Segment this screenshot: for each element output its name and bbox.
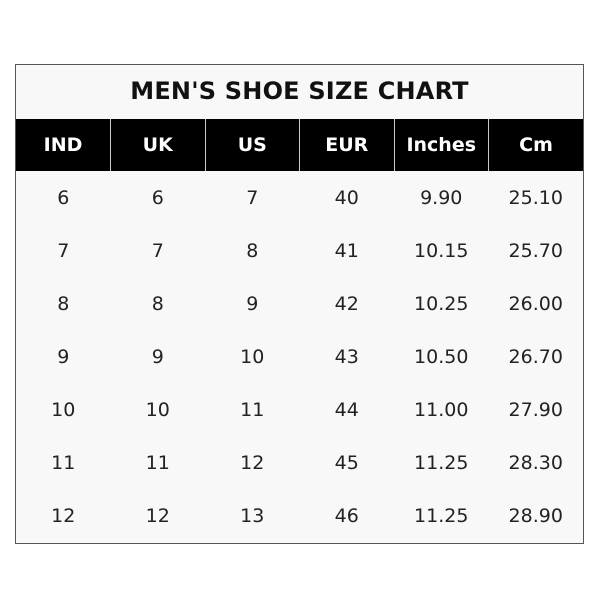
table-cell: 26.00 xyxy=(508,292,563,315)
table-cell: 28.90 xyxy=(508,504,563,527)
chart-title: MEN'S SHOE SIZE CHART xyxy=(130,77,469,105)
table-cell: 11 xyxy=(240,398,265,421)
table-cell: 6 xyxy=(151,186,164,209)
table-cell: 40 xyxy=(334,186,359,209)
table-cell: 10 xyxy=(145,398,170,421)
column-header: Inches xyxy=(393,119,489,171)
table-cell: 11.00 xyxy=(414,398,469,421)
table-cell: 25.10 xyxy=(508,186,563,209)
column-header: EUR xyxy=(299,119,394,171)
table-cell: 27.90 xyxy=(508,398,563,421)
table-cell: 45 xyxy=(334,451,359,474)
table-cell: 44 xyxy=(334,398,359,421)
table-cell: 9 xyxy=(246,292,259,315)
table-row: 10 10 11 44 11.00 27.90 xyxy=(16,383,583,436)
table-cell: 11.25 xyxy=(414,451,469,474)
table-cell: 11 xyxy=(51,451,76,474)
table-cell: 9 xyxy=(57,345,70,368)
table-cell: 11 xyxy=(145,451,170,474)
table-cell: 11.25 xyxy=(414,504,469,527)
table-cell: 41 xyxy=(334,239,359,262)
column-header: IND xyxy=(16,119,111,171)
table-cell: 12 xyxy=(145,504,170,527)
column-header: US xyxy=(204,119,300,171)
table-cell: 28.30 xyxy=(508,451,563,474)
table-cell: 10.15 xyxy=(414,239,469,262)
column-header: UK xyxy=(110,119,205,171)
table-cell: 26.70 xyxy=(508,345,563,368)
table-cell: 12 xyxy=(240,451,265,474)
table-cell: 10.25 xyxy=(414,292,469,315)
table-cell: 7 xyxy=(151,239,164,262)
table-row: 12 12 13 46 11.25 28.90 xyxy=(16,489,583,542)
table-cell: 7 xyxy=(246,186,259,209)
table-cell: 10 xyxy=(51,398,76,421)
table-cell: 6 xyxy=(57,186,70,209)
header-row: IND UK US EUR Inches Cm xyxy=(16,119,583,171)
table-cell: 8 xyxy=(57,292,70,315)
table-cell: 10.50 xyxy=(414,345,469,368)
table-cell: 13 xyxy=(240,504,265,527)
table-row: 7 7 8 41 10.15 25.70 xyxy=(16,224,583,277)
table-cell: 43 xyxy=(334,345,359,368)
table-row: 6 6 7 40 9.90 25.10 xyxy=(16,171,583,224)
table-cell: 42 xyxy=(334,292,359,315)
table-cell: 10 xyxy=(240,345,265,368)
table-row: 11 11 12 45 11.25 28.30 xyxy=(16,436,583,489)
table-cell: 7 xyxy=(57,239,70,262)
table-row: 8 8 9 42 10.25 26.00 xyxy=(16,277,583,330)
table-cell: 12 xyxy=(51,504,76,527)
table-row: 9 9 10 43 10.50 26.70 xyxy=(16,330,583,383)
table-cell: 46 xyxy=(334,504,359,527)
table-cell: 8 xyxy=(151,292,164,315)
size-table: IND UK US EUR Inches Cm 6 6 7 40 9.90 25.10 7 7 8 41 10… xyxy=(16,119,583,542)
table-cell: 8 xyxy=(246,239,259,262)
column-header: Cm xyxy=(488,119,583,171)
table-cell: 9 xyxy=(151,345,164,368)
table-cell: 9.90 xyxy=(420,186,463,209)
size-chart: MEN'S SHOE SIZE CHART IND UK US EUR Inches Cm… xyxy=(15,64,584,544)
table-cell: 25.70 xyxy=(508,239,563,262)
